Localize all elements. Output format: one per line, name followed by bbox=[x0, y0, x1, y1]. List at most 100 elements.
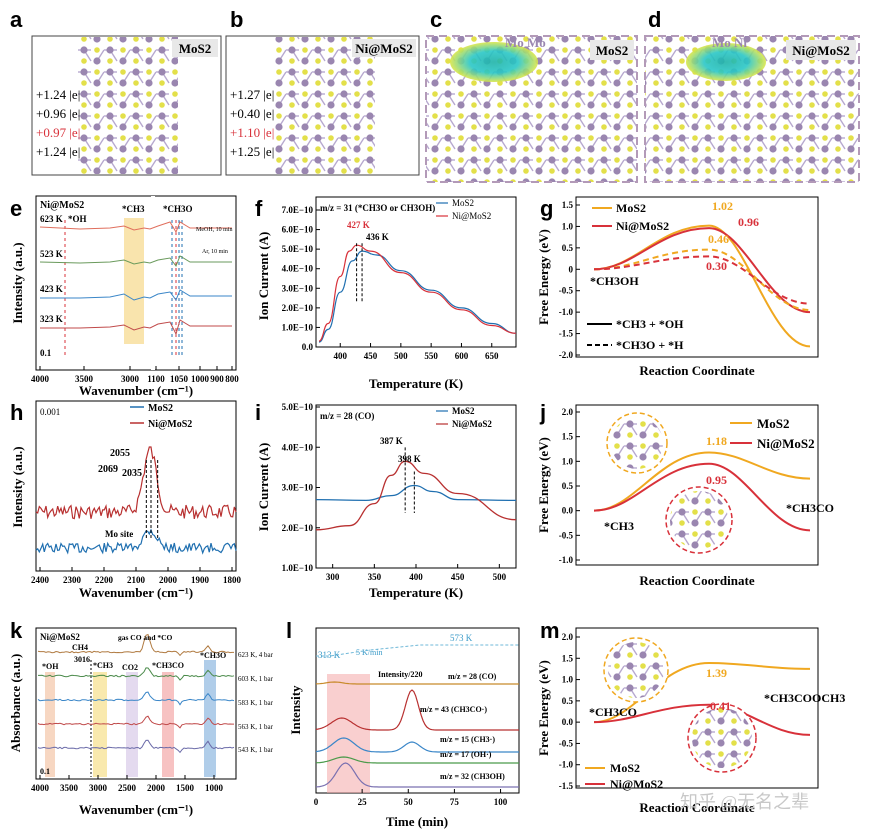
h-xlabel: Wavenumber (cm⁻¹) bbox=[79, 585, 193, 600]
i-legend-0: MoS2 bbox=[452, 406, 475, 416]
f-ytick-label: 1.0E−10 bbox=[282, 322, 314, 332]
i-xtick-label: 350 bbox=[368, 572, 382, 582]
e-series-label-0: 623 K bbox=[40, 214, 63, 224]
f-legend-0: MoS2 bbox=[452, 198, 474, 208]
j-plot-ytick-label: 1.0 bbox=[562, 456, 574, 466]
l-series-label-1: m/z = 43 (CH3CO·) bbox=[420, 705, 487, 714]
charge-density-cloud bbox=[450, 42, 538, 82]
panel-letter-a: a bbox=[10, 7, 23, 32]
f-xtick-label: 450 bbox=[364, 351, 378, 361]
panel-d-atoms: Mo Ni bbox=[712, 35, 747, 50]
e-xtick-label: 800 bbox=[225, 374, 239, 384]
l-series-1 bbox=[315, 689, 519, 731]
charge-b-2: +0.40 |e| bbox=[230, 106, 274, 121]
e-xlabel: Wavenumber (cm⁻¹) bbox=[79, 383, 193, 398]
panel-letter-e: e bbox=[10, 196, 22, 221]
k-annot-3016: 3016 bbox=[74, 655, 90, 664]
f-xlabel: Temperature (K) bbox=[369, 376, 463, 391]
ni-mos2-lattice bbox=[275, 37, 375, 174]
h-xtick-label: 1800 bbox=[223, 575, 242, 585]
chart-g: 1.51.00.50-0.5-1.0-1.5-2.0 MoS2 Ni@MoS2 … bbox=[536, 196, 819, 378]
j-legend-0: MoS2 bbox=[757, 416, 790, 431]
charge-b-4: +1.25 |e| bbox=[230, 144, 274, 159]
f-ytick-label: 2.0E−10 bbox=[282, 303, 314, 313]
m-plot-profile-0 bbox=[593, 661, 811, 724]
f-xtick-label: 650 bbox=[485, 351, 499, 361]
l-temp-573: 573 K bbox=[450, 633, 473, 643]
g-xlabel: Reaction Coordinate bbox=[639, 363, 754, 378]
e-sample: Ni@MoS2 bbox=[40, 200, 84, 211]
k-xtick-label: 1500 bbox=[176, 783, 195, 793]
j-plot-ytick-label: -1.0 bbox=[559, 555, 574, 565]
f-peak-label-0: 427 K bbox=[347, 220, 370, 230]
g-plot-ytick-label: 1.0 bbox=[562, 221, 574, 231]
g-plot-ytick-label: 1.5 bbox=[562, 200, 574, 210]
m-label-0.41: 0.41 bbox=[710, 699, 731, 713]
i-title: m/z = 28 (CO) bbox=[320, 411, 374, 421]
k-series-4 bbox=[37, 739, 235, 754]
panel-c: c Mo Mo MoS2 bbox=[425, 7, 638, 183]
l-xtick-label: 100 bbox=[494, 797, 508, 807]
k-xtick-label: 3000 bbox=[89, 783, 108, 793]
m-xlabel: Reaction Coordinate bbox=[639, 800, 754, 815]
i-ytick-label: 2.0E−10 bbox=[282, 523, 314, 533]
g-plot-profile-1 bbox=[593, 227, 811, 314]
charge-a-1: +1.24 |e| bbox=[36, 87, 80, 102]
panel-c-label: MoS2 bbox=[596, 43, 629, 58]
chart-h: 2400 2300 2200 2100 2000 1900 1800 0.001 MoS2 … bbox=[10, 400, 242, 600]
g-plot-ytick-label: -2.0 bbox=[559, 350, 574, 360]
l-temp-rate: 5 K/min bbox=[356, 648, 382, 657]
l-ylabel: Intensity bbox=[288, 685, 303, 735]
h-ylabel: Intensity (a.u.) bbox=[10, 446, 25, 527]
charge-a-4: +1.24 |e| bbox=[36, 144, 80, 159]
i-xtick-label: 400 bbox=[409, 572, 423, 582]
series-e-423 bbox=[40, 289, 232, 302]
m-plot-ytick-label: -0.5 bbox=[559, 738, 574, 748]
k-xtick-label: 2000 bbox=[147, 783, 166, 793]
m-plot-ytick-label: -1.5 bbox=[559, 781, 574, 791]
k-series-1 bbox=[38, 667, 235, 681]
e-scale: 0.1 bbox=[40, 348, 52, 358]
k-scale: 0.1 bbox=[40, 767, 50, 776]
m-legend-1: Ni@MoS2 bbox=[610, 777, 663, 791]
charge-b-1: +1.27 |e| bbox=[230, 87, 274, 102]
j-plot-profile-0 bbox=[593, 451, 811, 512]
chart-i: 5.0E−10 4.0E−10 3.0E−10 2.0E−10 1.0E−10 300 35… bbox=[256, 402, 517, 600]
k-sample: Ni@MoS2 bbox=[40, 632, 80, 642]
panel-letter-i: i bbox=[255, 400, 261, 425]
panel-letter-g: g bbox=[540, 196, 553, 221]
charge-density-cloud-ni bbox=[686, 43, 766, 81]
j-label-ch3: *CH3 bbox=[604, 519, 634, 533]
panel-d-label: Ni@MoS2 bbox=[792, 43, 850, 58]
g-legend-1: Ni@MoS2 bbox=[616, 219, 669, 233]
m-plot-ytick-label: 0.5 bbox=[562, 696, 574, 706]
f-ytick-label: 0.0 bbox=[302, 342, 314, 352]
l-series-label-4: m/z = 32 (CH3OH) bbox=[440, 772, 505, 781]
j-plot-ytick-label: -0.5 bbox=[559, 530, 574, 540]
e-series-label-1: 523 K bbox=[40, 249, 63, 259]
j-xlabel: Reaction Coordinate bbox=[639, 573, 754, 588]
panel-b: b Ni@MoS2 +1.27 |e| +0.40 |e| +1.10 |e| … bbox=[225, 7, 420, 176]
j-ylabel: Free Energy (eV) bbox=[536, 437, 551, 533]
m-plot-ytick-label: 1.0 bbox=[562, 675, 574, 685]
g-label-0.30: 0.30 bbox=[706, 259, 727, 273]
l-xtick-label: 75 bbox=[450, 797, 460, 807]
j-label-1.18: 1.18 bbox=[706, 434, 727, 448]
i-series-1 bbox=[315, 460, 517, 531]
f-ytick-label: 5.0E−10 bbox=[282, 244, 314, 254]
panel-letter-l: l bbox=[286, 618, 292, 643]
i-ytick-label: 3.0E−10 bbox=[282, 483, 314, 493]
k-annot-ch3co: *CH3CO bbox=[152, 661, 184, 670]
h-xtick-label: 2100 bbox=[127, 575, 146, 585]
i-series-0 bbox=[315, 484, 517, 502]
g-legend-line-1: *CH3O + *H bbox=[616, 338, 684, 352]
i-xlabel: Temperature (K) bbox=[369, 585, 463, 600]
l-series-3 bbox=[315, 756, 519, 764]
h-peak-2035: 2035 bbox=[122, 468, 142, 479]
f-ytick-label: 4.0E−10 bbox=[282, 264, 314, 274]
l-temp-313: 313 K bbox=[318, 650, 341, 660]
i-legend-1: Ni@MoS2 bbox=[452, 419, 492, 429]
charge-b-3: +1.10 |e| bbox=[230, 125, 274, 140]
g-label-ch3oh: *CH3OH bbox=[590, 274, 639, 288]
